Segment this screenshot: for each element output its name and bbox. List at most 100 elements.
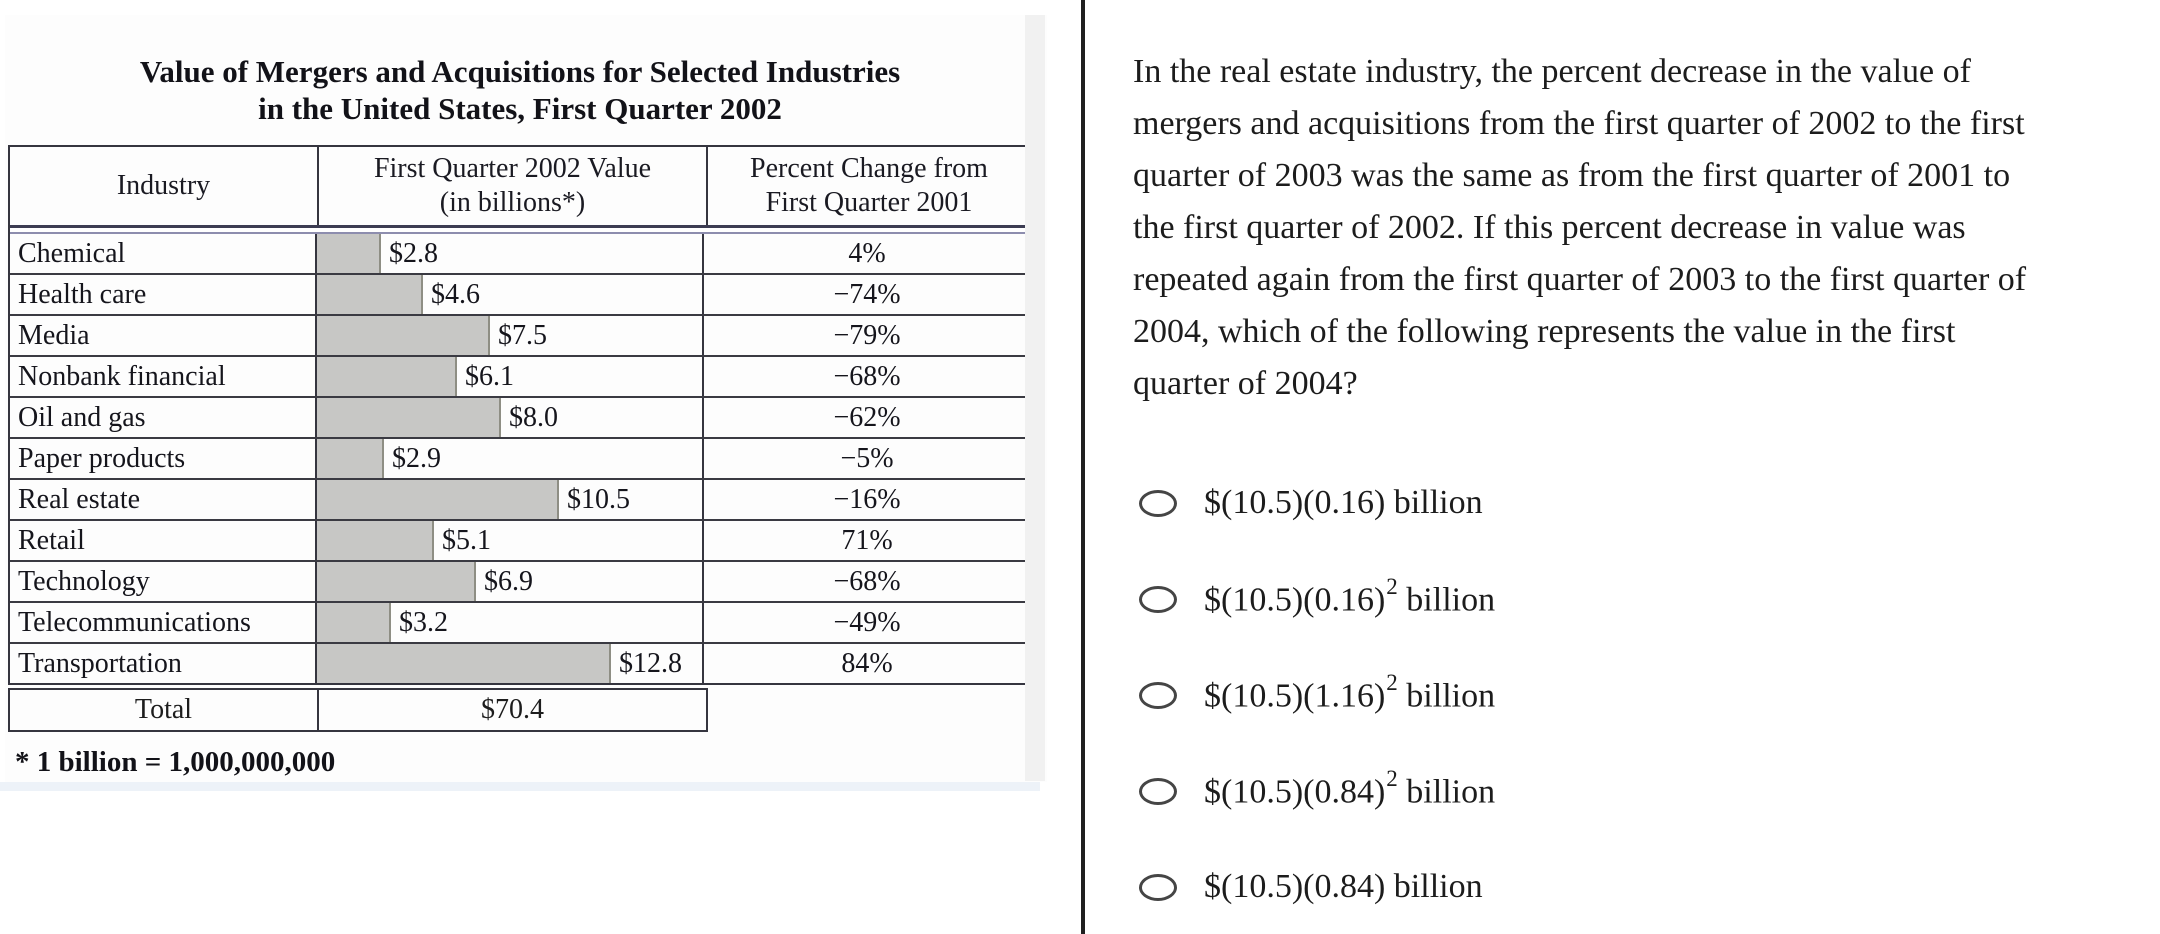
value-bar [317,480,559,519]
percent-cell: −79% [833,319,901,351]
industry-cell: Media [10,316,317,355]
value-label: $12.8 [619,647,682,679]
value-cell: $4.6 [317,275,704,314]
total-label: Total [10,690,319,730]
value-label: $4.6 [431,278,480,310]
answer-option[interactable]: $(10.5)(0.84) billion [1139,864,2160,910]
data-table: Industry First Quarter 2002 Value (in bi… [8,145,1032,685]
header-value: First Quarter 2002 Value (in billions*) [319,147,708,225]
scan-bottom-edge [0,782,1040,791]
value-bar [317,234,381,273]
industry-cell: Chemical [10,234,317,273]
table-row: Technology $6.9 −68% [10,560,1030,601]
value-label: $2.8 [389,237,438,269]
radio-button-icon[interactable] [1139,873,1177,901]
value-label: $8.0 [509,401,558,433]
total-row: Total $70.4 [8,688,708,732]
percent-cell: −74% [833,278,901,310]
panel-divider [1081,0,1085,934]
answer-option[interactable]: $(10.5)(0.84)2 billion [1139,766,2160,814]
value-label: $2.9 [392,442,441,474]
option-exponent: 2 [1386,766,1398,792]
option-suffix: billion [1397,677,1496,715]
radio-button-icon[interactable] [1139,489,1177,517]
table-header-row: Industry First Quarter 2002 Value (in bi… [10,147,1030,225]
option-suffix: billion [1397,773,1496,811]
question-line: mergers and acquisitions from the first … [1133,105,2025,142]
option-base: $(10.5)(0.16) [1204,484,1386,521]
value-cell: $7.5 [317,316,704,355]
value-bar [317,603,391,642]
table-row: Oil and gas $8.0 −62% [10,396,1030,437]
header-percent: Percent Change from First Quarter 2001 [708,147,1030,225]
industry-cell: Real estate [10,480,317,519]
value-label: $3.2 [399,606,448,638]
table-row: Real estate $10.5 −16% [10,478,1030,519]
option-label[interactable]: $(10.5)(1.16)2 billion [1204,670,1496,715]
value-cell: $3.2 [317,603,704,642]
value-cell: $2.8 [317,234,704,273]
industry-cell: Oil and gas [10,398,317,437]
value-cell: $6.9 [317,562,704,601]
table-row: Retail $5.1 71% [10,519,1030,560]
stimulus-panel: Value of Mergers and Acquisitions for Se… [0,15,1047,791]
option-suffix: billion [1385,484,1483,521]
option-base: $(10.5)(1.16) [1204,677,1386,715]
header-industry-text: Industry [116,170,211,201]
table-row: Telecommunications $3.2 −49% [10,601,1030,642]
option-label[interactable]: $(10.5)(0.84)2 billion [1204,766,1496,811]
table-row: Media $7.5 −79% [10,314,1030,355]
percent-cell: −5% [840,442,894,474]
question-line: quarter of 2004? [1133,365,1358,402]
radio-button-icon[interactable] [1139,777,1177,805]
percent-cell: −68% [833,360,901,392]
table-row: Chemical $2.8 4% [10,234,1030,273]
percent-cell: 84% [841,647,893,679]
option-label[interactable]: $(10.5)(0.16)2 billion [1204,574,1496,619]
figure-title-line1: Value of Mergers and Acquisitions for Se… [139,54,901,89]
header-percent-line1: Percent Change from [750,153,988,184]
option-suffix: billion [1397,581,1496,619]
question-text: In the real estate industry, the percent… [1133,46,2148,410]
value-cell: $8.0 [317,398,704,437]
question-line: the first quarter of 2002. If this perce… [1133,209,1966,246]
value-bar [317,562,476,601]
industry-cell: Retail [10,521,317,560]
industry-cell: Technology [10,562,317,601]
value-label: $6.9 [484,565,533,597]
scan-edge-shading [1025,15,1045,781]
value-bar [317,357,457,396]
value-bar [317,644,611,683]
figure-title-line2: in the United States, First Quarter 2002 [258,91,782,126]
value-cell: $6.1 [317,357,704,396]
answer-option[interactable]: $(10.5)(0.16)2 billion [1139,574,2160,622]
option-exponent: 2 [1386,670,1398,696]
radio-button-icon[interactable] [1139,681,1177,709]
value-bar [317,398,501,437]
industry-cell: Telecommunications [10,603,317,642]
total-value: $70.4 [481,694,544,725]
percent-cell: 71% [841,524,893,556]
option-suffix: billion [1385,868,1483,905]
radio-button-icon[interactable] [1139,585,1177,613]
table-row: Nonbank financial $6.1 −68% [10,355,1030,396]
industry-cell: Health care [10,275,317,314]
option-label[interactable]: $(10.5)(0.84) billion [1204,868,1483,906]
question-panel: In the real estate industry, the percent… [1085,0,2160,934]
industry-cell: Paper products [10,439,317,478]
question-line: quarter of 2003 was the same as from the… [1133,157,2011,194]
table-body: Chemical $2.8 4% Health care $4.6 −74% M… [10,234,1030,683]
value-label: $6.1 [465,360,514,392]
answer-option[interactable]: $(10.5)(0.16) billion [1139,480,2160,526]
table-row: Transportation $12.8 84% [10,642,1030,683]
header-double-rule [10,225,1030,234]
table-row: Paper products $2.9 −5% [10,437,1030,478]
answer-option[interactable]: $(10.5)(1.16)2 billion [1139,670,2160,718]
value-bar [317,521,434,560]
value-label: $5.1 [442,524,491,556]
percent-cell: −16% [833,483,901,515]
option-label[interactable]: $(10.5)(0.16) billion [1204,484,1483,522]
value-label: $7.5 [498,319,547,351]
value-cell: $10.5 [317,480,704,519]
